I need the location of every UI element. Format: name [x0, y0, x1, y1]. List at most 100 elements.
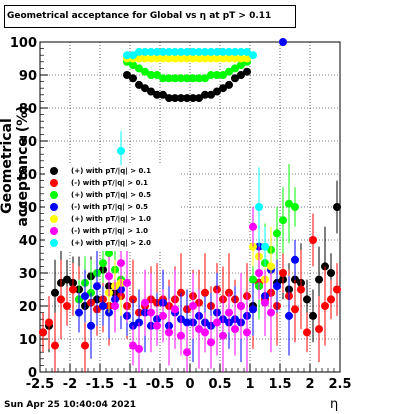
data-point [165, 74, 173, 83]
data-point [141, 67, 149, 76]
data-point [129, 61, 137, 70]
data-point [45, 318, 53, 327]
data-point [141, 47, 149, 56]
data-point [285, 199, 293, 208]
data-point [231, 47, 239, 56]
data-point [201, 328, 209, 337]
y-tick-label: 80 [19, 102, 37, 117]
data-point [243, 67, 251, 76]
legend-marker-icon [50, 167, 58, 175]
data-point [141, 54, 149, 63]
legend: (+) with pT/|q| > 0.1 (-) with pT/|q| > … [45, 165, 179, 251]
data-point [183, 54, 191, 63]
data-point [117, 259, 125, 268]
legend-label: (-) with pT/|q| > 0.1 [71, 179, 148, 187]
data-point [249, 51, 257, 60]
x-tick-label: 2 [305, 377, 314, 392]
legend-label: (+) with pT/|q| > 0.1 [71, 167, 151, 175]
data-point [231, 54, 239, 63]
data-point [177, 94, 185, 103]
data-point [195, 54, 203, 63]
data-point [309, 236, 317, 244]
data-point [135, 80, 143, 89]
data-point [159, 90, 167, 99]
data-point [75, 308, 83, 317]
data-point [231, 325, 239, 334]
data-point [213, 54, 221, 63]
x-tick-label: -1 [123, 377, 137, 392]
data-point [153, 47, 161, 56]
data-point [189, 47, 197, 56]
data-point [195, 94, 203, 103]
data-point [171, 74, 179, 83]
data-point [321, 302, 329, 310]
legend-label: (+) with pT/|q| > 1.0 [71, 215, 151, 223]
data-point [309, 311, 317, 320]
data-point [273, 229, 281, 238]
data-point [333, 285, 341, 294]
data-point [219, 331, 227, 340]
data-point [255, 203, 263, 211]
data-point [111, 302, 119, 310]
data-point [237, 54, 245, 63]
data-point [219, 47, 227, 56]
data-point [105, 272, 113, 281]
data-point [99, 259, 107, 268]
data-point [147, 54, 155, 63]
x-tick-label: -2.5 [26, 377, 54, 392]
data-point [291, 255, 299, 264]
data-point [183, 348, 191, 357]
data-point [81, 341, 89, 350]
legend-entry: (-) with pT/|q| > 0.5 [45, 201, 179, 213]
data-point [81, 292, 89, 301]
data-point [327, 295, 335, 304]
data-point [231, 74, 239, 83]
data-point [225, 47, 233, 56]
y-tick-label: 100 [10, 36, 37, 51]
data-point [213, 71, 221, 79]
data-point [147, 47, 155, 56]
data-point [291, 203, 299, 211]
data-point [183, 318, 191, 327]
data-point [135, 47, 143, 56]
data-point [171, 54, 179, 63]
data-point [141, 298, 149, 307]
legend-entry: (-) with pT/|q| > 1.0 [45, 225, 179, 237]
data-point [303, 295, 311, 304]
data-point [195, 47, 203, 56]
data-point [279, 216, 287, 225]
data-point [189, 302, 197, 310]
data-point [315, 325, 323, 334]
data-point [153, 54, 161, 63]
y-tick-label: 60 [19, 168, 37, 183]
data-point [135, 64, 143, 73]
data-point [303, 328, 311, 337]
data-point [135, 344, 143, 353]
data-point [159, 74, 167, 83]
data-point [333, 203, 341, 211]
legend-marker-icon [50, 215, 58, 223]
data-point [57, 295, 65, 304]
data-point [207, 54, 215, 63]
data-point [201, 47, 209, 56]
legend-entry: (+) with pT/|q| > 2.0 [45, 237, 179, 249]
data-point [147, 71, 155, 79]
data-point [237, 302, 245, 310]
data-point [177, 54, 185, 63]
data-point [147, 87, 155, 96]
data-point [123, 71, 131, 79]
data-point [135, 54, 143, 63]
data-point [237, 61, 245, 70]
data-point [213, 87, 221, 96]
legend-label: (+) with pT/|q| > 2.0 [71, 239, 151, 247]
data-point [159, 311, 167, 320]
data-point [243, 328, 251, 337]
y-tick-label: 70 [19, 135, 37, 150]
data-point [165, 54, 173, 63]
y-tick-label: 40 [19, 234, 37, 249]
y-tick-label: 90 [19, 69, 37, 84]
data-point [219, 84, 227, 93]
data-point [177, 47, 185, 56]
data-point [207, 90, 215, 99]
